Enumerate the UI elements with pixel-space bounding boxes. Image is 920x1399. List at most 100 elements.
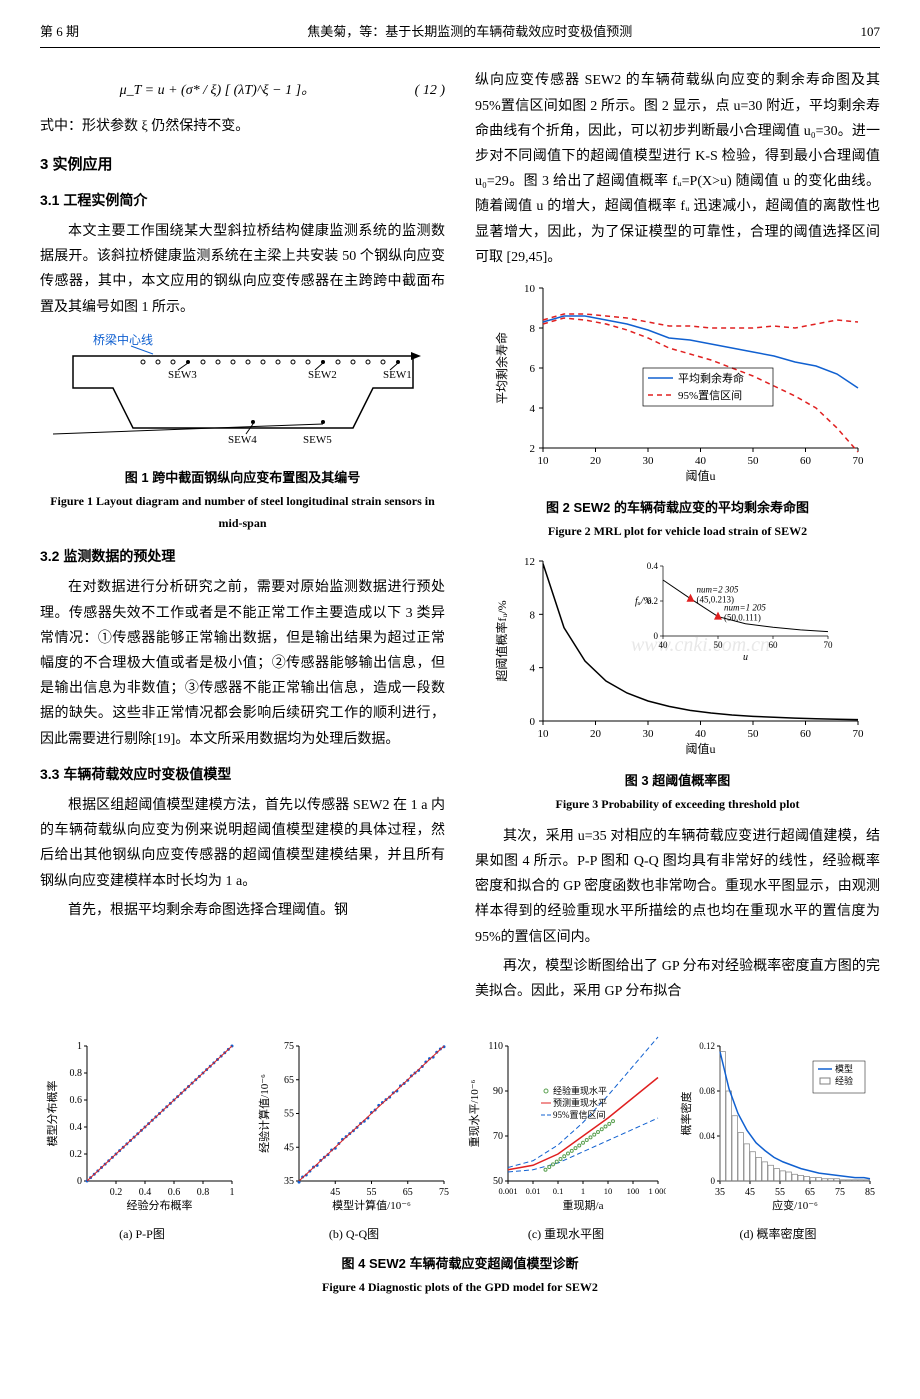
svg-text:0.6: 0.6 <box>168 1187 181 1198</box>
fig1-sew2: SEW2 <box>308 369 337 381</box>
svg-text:num=1 205: num=1 205 <box>724 602 766 612</box>
svg-text:12: 12 <box>524 556 535 568</box>
svg-text:阈值u: 阈值u <box>685 468 715 483</box>
svg-text:35: 35 <box>284 1176 294 1187</box>
svg-text:经验重现水平: 经验重现水平 <box>553 1085 607 1096</box>
svg-text:45: 45 <box>330 1187 340 1198</box>
svg-text:平均剩余寿命: 平均剩余寿命 <box>494 332 509 404</box>
fig2-caption-en: Figure 2 MRL plot for vehicle load strai… <box>475 521 880 543</box>
svg-text:0.8: 0.8 <box>197 1187 210 1198</box>
svg-text:4: 4 <box>529 403 535 415</box>
svg-text:1: 1 <box>230 1187 235 1198</box>
svg-text:经验分布概率: 经验分布概率 <box>127 1198 193 1212</box>
svg-text:10: 10 <box>604 1186 613 1196</box>
svg-text:0.4: 0.4 <box>646 561 658 571</box>
main-columns: μ_T = u + (σ* / ξ) [ (λT)^ξ − 1 ]。 ( 12 … <box>40 68 880 1008</box>
svg-text:40: 40 <box>695 728 707 740</box>
svg-text:0.2: 0.2 <box>110 1187 123 1198</box>
svg-text:经验计算值/10⁻⁶: 经验计算值/10⁻⁶ <box>257 1074 271 1153</box>
svg-text:模型分布概率: 模型分布概率 <box>45 1081 59 1147</box>
svg-text:30: 30 <box>642 728 654 740</box>
right-column: 纵向应变传感器 SEW2 的车辆荷载纵向应变的剩余寿命图及其 95%置信区间如图… <box>475 68 880 1008</box>
svg-text:55: 55 <box>284 1109 294 1120</box>
fig3-caption-en: Figure 3 Probability of exceeding thresh… <box>475 794 880 816</box>
svg-text:20: 20 <box>590 455 602 467</box>
fig4d-wrap: 35455565758500.040.080.12应变/10⁻⁶概率密度模型经验… <box>676 1028 880 1246</box>
svg-text:经验: 经验 <box>835 1075 853 1086</box>
svg-text:70: 70 <box>823 640 833 650</box>
page-header: 第 6 期 焦美菊，等：基于长期监测的车辆荷载效应时变极值预测 107 <box>40 20 880 48</box>
svg-text:70: 70 <box>852 455 864 467</box>
svg-text:预测重现水平: 预测重现水平 <box>553 1097 607 1108</box>
eq12-num: ( 12 ) <box>415 78 445 103</box>
sec33-p2-left: 首先，根据平均剩余寿命图选择合理阈值。钢 <box>40 898 445 923</box>
fig1-sew5: SEW5 <box>303 434 332 446</box>
svg-text:4: 4 <box>529 663 535 675</box>
fig4d-svg: 35455565758500.040.080.12应变/10⁻⁶概率密度模型经验 <box>678 1036 878 1216</box>
svg-text:0: 0 <box>653 631 658 641</box>
svg-text:95%置信区间: 95%置信区间 <box>678 389 742 402</box>
svg-text:8: 8 <box>529 609 535 621</box>
fig4d-title: (d) 概率密度图 <box>676 1224 880 1246</box>
svg-text:85: 85 <box>865 1187 875 1198</box>
svg-text:平均剩余寿命: 平均剩余寿命 <box>678 371 744 385</box>
svg-text:重现水平/10⁻⁶: 重现水平/10⁻⁶ <box>467 1080 481 1148</box>
svg-text:0.1: 0.1 <box>553 1186 564 1196</box>
sec33-p4: 再次，模型诊断图给出了 GP 分布对经验概率密度直方图的完美拟合。因此，采用 G… <box>475 954 880 1004</box>
svg-text:0.001: 0.001 <box>498 1186 517 1196</box>
figure-3-svg: www.cnki.com.cn1020304050607004812阈值u超阈值… <box>488 551 868 761</box>
svg-text:70: 70 <box>493 1131 503 1142</box>
svg-text:2: 2 <box>529 443 535 455</box>
svg-text:0.01: 0.01 <box>526 1186 541 1196</box>
svg-text:1: 1 <box>581 1186 585 1196</box>
svg-text:10: 10 <box>524 283 536 295</box>
fig3-caption-cn: 图 3 超阈值概率图 <box>475 769 880 792</box>
sec31-p1: 本文主要工作围绕某大型斜拉桥结构健康监测系统的监测数据展开。该斜拉桥健康监测系统… <box>40 219 445 320</box>
fig1-caption-cn: 图 1 跨中截面钢纵向应变布置图及其编号 <box>40 466 445 489</box>
svg-text:70: 70 <box>852 728 864 740</box>
fig4c-wrap: 0.0010.010.11101001 000507090110重现期/a重现水… <box>464 1028 668 1246</box>
sec3-title: 3 实例应用 <box>40 151 445 178</box>
left-column: μ_T = u + (σ* / ξ) [ (λT)^ξ − 1 ]。 ( 12 … <box>40 68 445 1008</box>
eq12-formula: μ_T = u + (σ* / ξ) [ (λT)^ξ − 1 ]。 <box>40 78 395 103</box>
figure-1-svg: 桥梁中心线 SEW3 SEW2 SEW1 SEW4 <box>53 328 433 458</box>
sec33-p3: 其次，采用 u=35 对相应的车辆荷载应变进行超阈值建模，结果如图 4 所示。P… <box>475 824 880 950</box>
svg-text:60: 60 <box>800 455 812 467</box>
svg-text:0.6: 0.6 <box>70 1095 83 1106</box>
svg-text:num=2 305: num=2 305 <box>696 585 738 595</box>
svg-text:60: 60 <box>800 728 812 740</box>
svg-text:10: 10 <box>537 455 549 467</box>
figure-2-svg: 10203040506070246810阈值u平均剩余寿命平均剩余寿命95%置信… <box>488 278 868 488</box>
svg-text:8: 8 <box>529 323 535 335</box>
header-page: 107 <box>861 20 881 43</box>
svg-text:50: 50 <box>747 728 759 740</box>
svg-text:0.4: 0.4 <box>70 1122 83 1133</box>
equation-12: μ_T = u + (σ* / ξ) [ (λT)^ξ − 1 ]。 ( 12 … <box>40 78 445 103</box>
fig4-caption-cn: 图 4 SEW2 车辆荷载应变超阈值模型诊断 <box>40 1252 880 1275</box>
sec32-p1: 在对数据进行分析研究之前，需要对原始监测数据进行预处理。传感器失效不工作或者是不… <box>40 575 445 751</box>
svg-text:110: 110 <box>488 1041 503 1052</box>
svg-text:超阈值概率fᵤ/%: 超阈值概率fᵤ/% <box>494 600 509 681</box>
svg-text:90: 90 <box>493 1086 503 1097</box>
fig4a-title: (a) P-P图 <box>40 1224 244 1246</box>
fig4b-wrap: 455565753545556575模型计算值/10⁻⁶经验计算值/10⁻⁶ (… <box>252 1028 456 1246</box>
svg-text:65: 65 <box>805 1187 815 1198</box>
svg-text:重现期/a: 重现期/a <box>563 1198 604 1212</box>
svg-text:75: 75 <box>439 1187 449 1198</box>
fig4a-svg: 0.20.40.60.8100.20.40.60.81经验分布概率模型分布概率 <box>42 1036 242 1216</box>
svg-text:75: 75 <box>835 1187 845 1198</box>
svg-text:65: 65 <box>284 1075 294 1086</box>
figure-4-panels: 0.20.40.60.8100.20.40.60.81经验分布概率模型分布概率 … <box>40 1028 880 1246</box>
fig4a-wrap: 0.20.40.60.8100.20.40.60.81经验分布概率模型分布概率 … <box>40 1028 244 1246</box>
svg-text:45: 45 <box>284 1142 294 1153</box>
sec33-p1: 根据区组超阈值模型建模方法，首先以传感器 SEW2 在 1 a 内的车辆荷载纵向… <box>40 793 445 894</box>
svg-text:55: 55 <box>775 1187 785 1198</box>
fig1-sew3: SEW3 <box>168 369 197 381</box>
svg-text:95%置信区间: 95%置信区间 <box>553 1109 606 1120</box>
svg-text:75: 75 <box>284 1041 294 1052</box>
svg-text:100: 100 <box>627 1186 640 1196</box>
svg-text:30: 30 <box>642 455 654 467</box>
svg-text:20: 20 <box>590 728 602 740</box>
svg-text:模型计算值/10⁻⁶: 模型计算值/10⁻⁶ <box>332 1198 411 1212</box>
svg-text:0: 0 <box>529 716 535 728</box>
